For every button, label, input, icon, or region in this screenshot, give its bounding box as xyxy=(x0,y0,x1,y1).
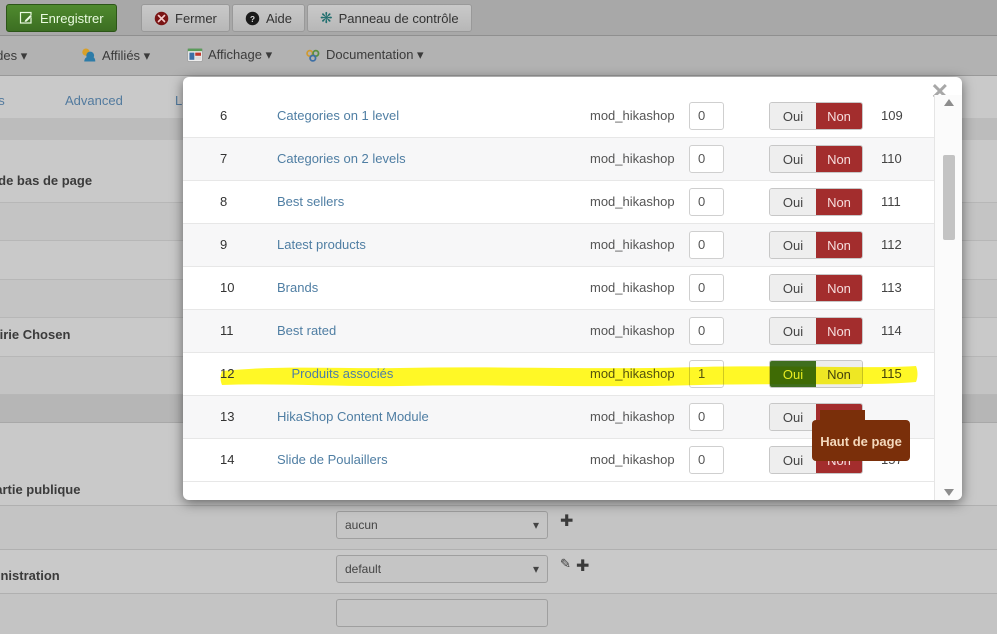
svg-text:?: ? xyxy=(250,14,255,23)
